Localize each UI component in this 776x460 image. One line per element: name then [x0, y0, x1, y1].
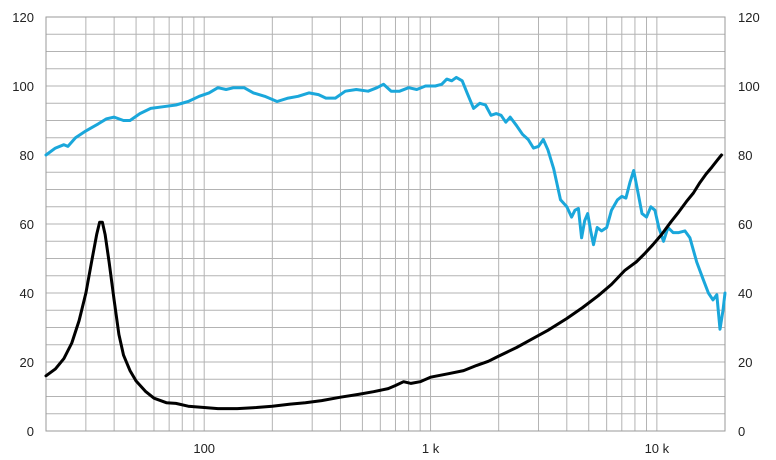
x-tick-label: 1 k	[422, 441, 440, 456]
chart-grid	[45, 16, 726, 432]
y-axis-right-labels: 0 20 40 60 80 100 120	[738, 10, 760, 439]
y-tick-label-right: 60	[738, 217, 752, 232]
y-tick-label-right: 0	[738, 424, 745, 439]
y-tick-label-left: 0	[27, 424, 34, 439]
y-axis-left-labels: 0 20 40 60 80 100 120	[12, 10, 34, 439]
y-tick-label-left: 20	[20, 355, 34, 370]
chart-series	[44, 75, 727, 411]
y-tick-label-left: 60	[20, 217, 34, 232]
x-tick-label: 10 k	[645, 441, 670, 456]
plot-border	[45, 16, 726, 432]
y-tick-label-right: 40	[738, 286, 752, 301]
y-tick-label-right: 80	[738, 148, 752, 163]
y-tick-label-left: 120	[12, 10, 34, 25]
x-axis-labels: 100 1 k 10 k	[193, 441, 669, 456]
y-tick-label-right: 120	[738, 10, 760, 25]
y-tick-label-left: 40	[20, 286, 34, 301]
y-tick-label-right: 100	[738, 79, 760, 94]
impedance-line	[44, 153, 723, 411]
y-tick-label-right: 20	[738, 355, 752, 370]
y-tick-label-left: 80	[20, 148, 34, 163]
y-tick-label-left: 100	[12, 79, 34, 94]
spl-response-line	[44, 75, 727, 331]
x-tick-label: 100	[193, 441, 215, 456]
